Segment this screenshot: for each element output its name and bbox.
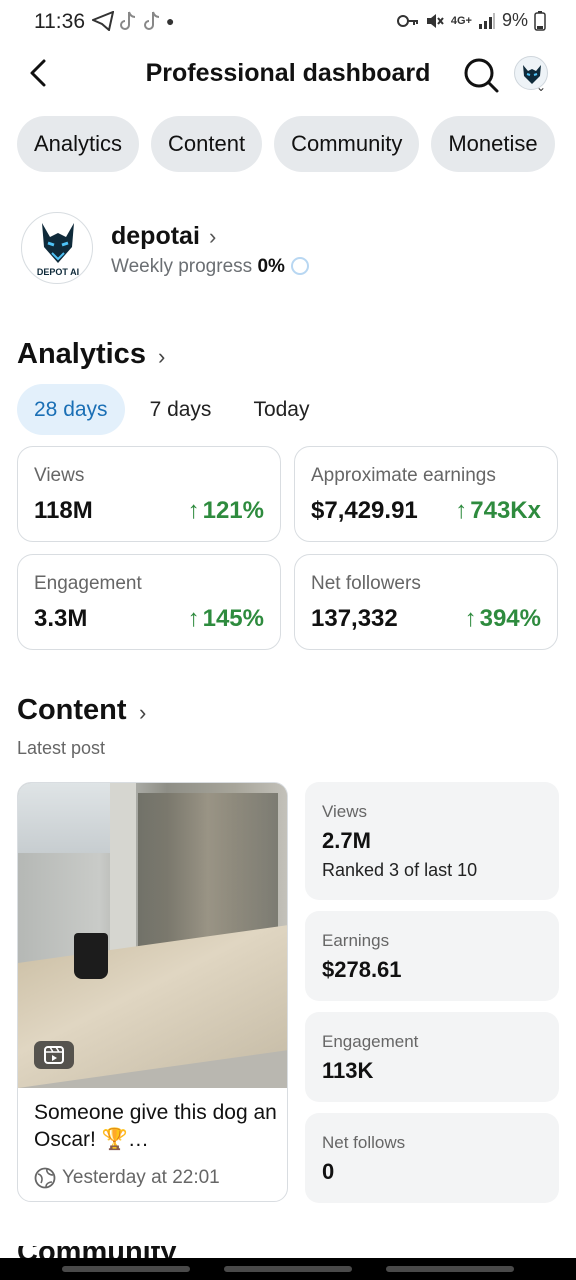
chevron-right-icon[interactable]: › xyxy=(158,344,166,369)
reel-icon xyxy=(34,1041,74,1069)
stat-value: 0 xyxy=(322,1159,335,1184)
tiktok-icon xyxy=(120,11,136,30)
latest-post-label: Latest post xyxy=(17,738,106,758)
post-time-text: Yesterday at 22:01 xyxy=(62,1167,220,1188)
account-avatar[interactable] xyxy=(514,56,548,90)
metric-change-value: 145% xyxy=(202,605,264,632)
stat-label: Net follows xyxy=(322,1133,406,1152)
network-type: 4G+ xyxy=(450,14,472,27)
metric-change-value: 121% xyxy=(202,497,264,524)
page-title: Professional dashboard xyxy=(145,59,431,87)
chevron-down-icon[interactable]: ⌄ xyxy=(536,80,547,94)
tab-analytics[interactable]: Analytics xyxy=(17,116,140,172)
nav-pill[interactable] xyxy=(224,1266,352,1272)
progress-ring-icon xyxy=(290,257,309,275)
metric-change-value: 394% xyxy=(479,605,541,632)
post-stat-net-follows[interactable]: Net follows 0 xyxy=(305,1113,559,1203)
nav-pill xyxy=(62,1266,190,1272)
metric-change: ↑ 145% xyxy=(188,605,264,633)
metric-card-net-followers[interactable]: Net followers 137,332 ↑ 394% xyxy=(294,554,558,650)
arrow-up-icon: ↑ xyxy=(187,497,200,524)
metric-value: 137,332 xyxy=(311,605,398,632)
signal-icon xyxy=(478,12,495,29)
weekly-progress-value: 0% xyxy=(257,256,285,277)
post-stat-views[interactable]: Views 2.7M Ranked 3 of last 10 xyxy=(305,782,559,900)
tab-community[interactable]: Community xyxy=(274,116,420,172)
weekly-progress: Weekly progress 0% xyxy=(111,256,309,278)
arrow-up-icon: ↑ xyxy=(187,605,200,632)
metric-label: Net followers xyxy=(311,573,421,594)
section-tabs: Analytics Content Community Monetise xyxy=(17,116,555,172)
chevron-right-icon[interactable]: › xyxy=(209,224,217,249)
status-left-icons: ● xyxy=(92,10,174,32)
metric-card-earnings[interactable]: Approximate earnings $7,429.91 ↑ 743Kx xyxy=(294,446,558,542)
battery-percent: 9% xyxy=(501,10,528,30)
metric-change: ↑ 394% xyxy=(465,605,541,633)
status-bar: 11:36 ● 4G+ 9% xyxy=(0,0,576,44)
post-thumbnail[interactable] xyxy=(18,783,287,1088)
stat-label: Earnings xyxy=(322,931,390,950)
post-stat-engagement[interactable]: Engagement 113K xyxy=(305,1012,559,1102)
status-right-icons: 4G+ 9% xyxy=(396,10,546,31)
battery-icon xyxy=(534,10,546,31)
stat-label: Views xyxy=(322,802,368,821)
weekly-progress-label: Weekly progress xyxy=(111,256,253,277)
metric-label: Views xyxy=(34,465,85,486)
filter-7-days[interactable]: 7 days xyxy=(149,397,212,421)
search-icon[interactable] xyxy=(462,56,500,94)
stat-value: 113K xyxy=(322,1058,374,1083)
content-section-title[interactable]: Content xyxy=(17,694,127,726)
mute-icon xyxy=(426,13,444,28)
profile-logo[interactable]: DEPOT AI xyxy=(21,212,93,284)
system-nav-bar xyxy=(0,1258,576,1280)
tab-monetise[interactable]: Monetise xyxy=(431,116,555,172)
analytics-section-title[interactable]: Analytics xyxy=(17,338,146,370)
post-caption: Someone give this dog an Oscar! 🏆… xyxy=(34,1101,277,1151)
metric-change: ↑ 743Kx xyxy=(455,497,541,525)
dot-icon: ● xyxy=(166,13,175,29)
metric-value: $7,429.91 xyxy=(311,497,418,524)
metric-card-views[interactable]: Views 118M ↑ 121% xyxy=(17,446,281,542)
chevron-right-icon[interactable]: › xyxy=(139,700,147,725)
metric-label: Engagement xyxy=(34,573,142,594)
key-icon xyxy=(396,14,418,27)
post-stat-earnings[interactable]: Earnings $278.61 xyxy=(305,911,559,1001)
logo-text: DEPOT AI xyxy=(37,267,79,277)
stat-value: $278.61 xyxy=(322,957,402,982)
tab-content[interactable]: Content xyxy=(151,116,263,172)
stat-value: 2.7M xyxy=(322,828,371,853)
filter-28-days[interactable]: 28 days xyxy=(17,384,125,435)
metric-value: 118M xyxy=(34,497,93,524)
tiktok-icon xyxy=(144,11,160,30)
latest-post-card[interactable]: Someone give this dog an Oscar! 🏆… Yeste… xyxy=(17,782,288,1202)
telegram-icon xyxy=(92,11,114,31)
community-section-title: Community xyxy=(17,1246,177,1258)
profile-name[interactable]: depotai xyxy=(111,222,200,250)
back-arrow-icon[interactable] xyxy=(22,56,56,90)
metric-change: ↑ 121% xyxy=(188,497,264,525)
metric-value: 3.3M xyxy=(34,605,88,632)
metric-label: Approximate earnings xyxy=(311,465,496,486)
globe-icon xyxy=(34,1167,56,1189)
metric-card-engagement[interactable]: Engagement 3.3M ↑ 145% xyxy=(17,554,281,650)
date-filters: 28 days 7 days Today xyxy=(17,384,326,435)
stat-note: Ranked 3 of last 10 xyxy=(322,860,478,880)
metric-change-value: 743Kx xyxy=(470,497,541,524)
arrow-up-icon: ↑ xyxy=(455,497,468,524)
status-time: 11:36 xyxy=(34,10,85,33)
post-time: Yesterday at 22:01 xyxy=(34,1167,220,1189)
profile-row[interactable]: DEPOT AI depotai › Weekly progress 0% xyxy=(21,212,561,286)
app-header: Professional dashboard ⌄ xyxy=(0,50,576,100)
nav-pill xyxy=(386,1266,514,1272)
arrow-up-icon: ↑ xyxy=(464,605,477,632)
stat-label: Engagement xyxy=(322,1032,419,1051)
filter-today[interactable]: Today xyxy=(253,397,310,421)
